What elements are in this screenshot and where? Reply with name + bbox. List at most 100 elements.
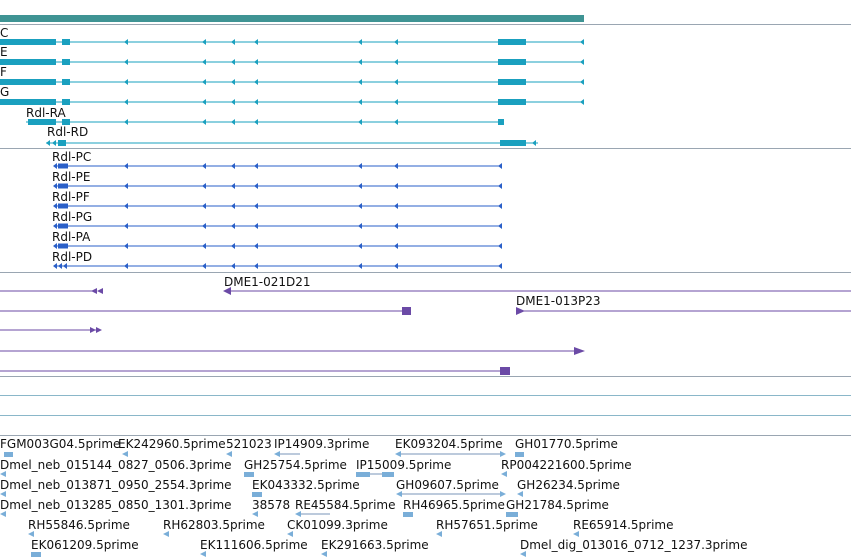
est-label[interactable]: Dmel_neb_013285_0850_1301.3prime: [0, 498, 232, 512]
est-feature[interactable]: [274, 451, 280, 457]
protein-model[interactable]: [53, 263, 502, 269]
est-feature[interactable]: [226, 451, 232, 457]
est-label[interactable]: GH21784.5prime: [506, 498, 609, 512]
protein-model[interactable]: [53, 203, 502, 209]
region-summary-bar[interactable]: [0, 15, 584, 22]
est-label[interactable]: Dmel_neb_013871_0950_2554.3prime: [0, 478, 232, 492]
est-feature[interactable]: [436, 531, 442, 537]
transcript-row[interactable]: F: [0, 65, 584, 85]
est-feature[interactable]: [28, 531, 34, 537]
est-label[interactable]: GH01770.5prime: [515, 437, 618, 451]
est-feature[interactable]: [573, 531, 579, 537]
est-label[interactable]: EK043332.5prime: [252, 478, 360, 492]
est-label[interactable]: EK111606.5prime: [200, 538, 308, 552]
intron-arrow: [358, 39, 362, 45]
est-label[interactable]: RH57651.5prime: [436, 518, 538, 532]
intron-arrow: [202, 163, 206, 169]
clone-feature[interactable]: [0, 327, 102, 333]
intron-arrow: [394, 39, 398, 45]
transcript-model[interactable]: [46, 140, 538, 146]
est-feature[interactable]: [321, 551, 327, 557]
protein-model[interactable]: [53, 243, 502, 249]
est-feature[interactable]: [295, 511, 301, 517]
transcript-model[interactable]: [0, 39, 584, 45]
est-label[interactable]: 38578: [252, 498, 290, 512]
est-feature[interactable]: [0, 511, 6, 517]
transcript-row[interactable]: G: [0, 85, 584, 105]
protein-model[interactable]: [53, 183, 502, 189]
clone-end-block: [500, 367, 510, 375]
est-feature[interactable]: [200, 551, 206, 557]
est-label[interactable]: RE45584.5prime: [295, 498, 396, 512]
est-feature[interactable]: [515, 452, 524, 457]
protein-model[interactable]: [53, 163, 502, 169]
est-label[interactable]: GH25754.5prime: [244, 458, 347, 472]
est-feature[interactable]: [403, 512, 413, 517]
est-label[interactable]: IP15009.5prime: [356, 458, 451, 472]
est-label[interactable]: RE65914.5prime: [573, 518, 674, 532]
est-feature[interactable]: [163, 531, 169, 537]
est-feature[interactable]: [287, 531, 293, 537]
transcript-model[interactable]: [26, 119, 504, 125]
est-feature[interactable]: [500, 451, 506, 457]
est-feature[interactable]: [0, 491, 6, 497]
protein-row[interactable]: Rdl-PE: [52, 170, 502, 189]
est-label[interactable]: GH09607.5prime: [396, 478, 499, 492]
clone-track: DME1-021D21 DME1-013P23: [0, 275, 851, 375]
transcript-row[interactable]: Rdl-RA: [26, 106, 504, 125]
protein-model[interactable]: [53, 223, 502, 229]
protein-row[interactable]: Rdl-PF: [52, 190, 502, 209]
est-feature[interactable]: [517, 491, 523, 497]
protein-row[interactable]: Rdl-PD: [52, 250, 502, 269]
est-label[interactable]: RH62803.5prime: [163, 518, 265, 532]
est-feature[interactable]: [0, 471, 6, 477]
transcript-label: Rdl-RA: [26, 106, 66, 120]
est-feature[interactable]: [4, 452, 13, 457]
est-label[interactable]: EK291663.5prime: [321, 538, 429, 552]
est-feature[interactable]: [252, 511, 258, 517]
est-feature[interactable]: [356, 472, 370, 477]
intron-arrow: [231, 99, 235, 105]
est-feature[interactable]: [396, 491, 402, 497]
clone-feature[interactable]: DME1-013P23: [516, 294, 851, 315]
clone-feature[interactable]: DME1-021D21: [223, 275, 851, 295]
transcript-row[interactable]: E: [0, 45, 584, 65]
est-label[interactable]: 521023: [226, 437, 272, 451]
transcript-model[interactable]: [0, 79, 584, 85]
est-feature[interactable]: [506, 512, 518, 517]
est-feature[interactable]: [501, 471, 507, 477]
est-feature[interactable]: [252, 492, 262, 497]
est-feature[interactable]: [500, 491, 506, 497]
est-label[interactable]: RH46965.5prime: [403, 498, 505, 512]
est-label[interactable]: EK093204.5prime: [395, 437, 503, 451]
est-label[interactable]: Dmel_neb_015144_0827_0506.3prime: [0, 458, 232, 472]
protein-row[interactable]: Rdl-PA: [52, 230, 502, 249]
protein-row[interactable]: Rdl-PG: [52, 210, 502, 229]
est-feature[interactable]: [31, 552, 41, 557]
est-label[interactable]: FGM003G04.5prime: [0, 437, 120, 451]
est-label[interactable]: CK01099.3prime: [287, 518, 388, 532]
protein-row[interactable]: Rdl-PC: [52, 150, 502, 169]
clone-feature[interactable]: [0, 288, 103, 294]
est-label[interactable]: RH55846.5prime: [28, 518, 130, 532]
clone-feature[interactable]: [0, 347, 585, 355]
intron-arrow: [231, 223, 235, 229]
est-feature[interactable]: [122, 451, 128, 457]
intron-arrow: [231, 203, 235, 209]
est-label[interactable]: IP14909.3prime: [274, 437, 369, 451]
clone-feature[interactable]: [0, 307, 411, 315]
transcript-model[interactable]: [0, 59, 584, 65]
est-label[interactable]: RP004221600.5prime: [501, 458, 632, 472]
est-feature[interactable]: [382, 472, 394, 477]
est-feature[interactable]: [520, 551, 526, 557]
transcript-row[interactable]: C: [0, 26, 584, 45]
transcript-model[interactable]: [0, 99, 584, 105]
transcript-row[interactable]: Rdl-RD: [46, 125, 538, 146]
est-feature[interactable]: [244, 472, 254, 477]
clone-feature[interactable]: [0, 367, 510, 375]
est-label[interactable]: EK061209.5prime: [31, 538, 139, 552]
est-label[interactable]: Dmel_dig_013016_0712_1237.3prime: [520, 538, 748, 552]
est-label[interactable]: EK242960.5prime: [118, 437, 226, 451]
est-label[interactable]: GH26234.5prime: [517, 478, 620, 492]
est-feature[interactable]: [395, 451, 401, 457]
